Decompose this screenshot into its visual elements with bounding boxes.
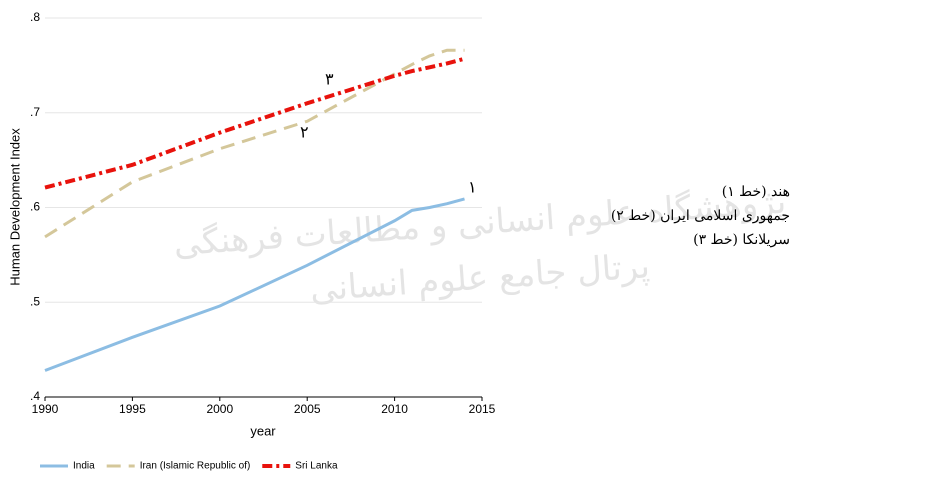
y-tick-label: .8 [30,10,40,24]
x-tick-label: 1995 [119,402,146,416]
x-tick-label: 2010 [381,402,408,416]
y-tick-label: .6 [30,200,40,214]
series-line [44,56,466,190]
legend-label: India [73,461,95,472]
x-tick-label: 2005 [294,402,321,416]
line-label: ۲ [300,123,309,142]
x-tick-label: 2015 [469,402,496,416]
note: سریلانکا (خط ۳) [693,232,790,248]
y-tick-label: .4 [30,389,40,403]
legend-label: Sri Lanka [295,461,338,472]
watermark: پرتال جامع علوم انسانی [309,246,651,310]
x-axis-label: year [250,423,276,438]
y-tick-label: .5 [30,294,40,308]
series-line [44,48,465,239]
line-label: ۱ [468,178,477,197]
x-tick-label: 2000 [206,402,233,416]
y-tick-label: .7 [30,105,40,119]
y-axis-label: Human Development Index [7,128,22,286]
notes: هند (خط ۱) جمهوری اسلامی ایران (خط ۲) سر… [611,180,790,252]
note: جمهوری اسلامی ایران (خط ۲) [610,208,790,224]
series-line [44,197,465,372]
x-tick-label: 1990 [32,402,59,416]
line-label: ۳ [325,70,334,89]
legend-label: Iran (Islamic Republic of) [140,461,251,472]
note: هند (خط ۱) [721,184,790,200]
